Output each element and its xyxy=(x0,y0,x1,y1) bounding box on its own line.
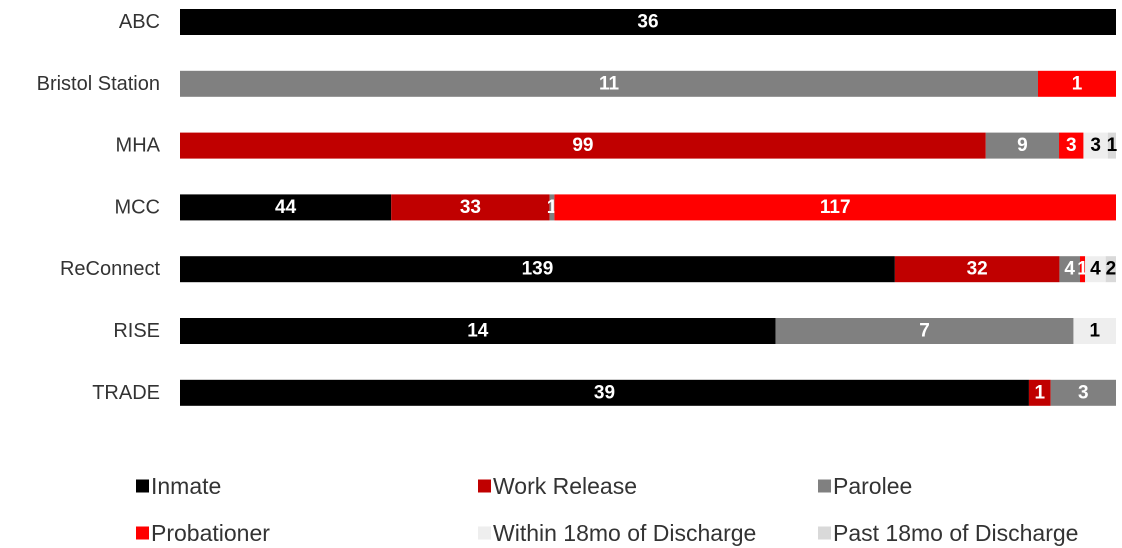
bar-within-18mo-of-discharge-reconnect xyxy=(1085,256,1106,283)
data-label-within-18mo-of-discharge-reconnect: 4 xyxy=(1090,259,1101,280)
data-label-past-18mo-of-discharge-reconnect: 2 xyxy=(1106,259,1117,280)
data-label-inmate-trade: 39 xyxy=(594,382,615,403)
bar-probationer-bristol-station xyxy=(1038,70,1116,97)
category-axis-labels: ABC Bristol Station MHA MCC ReConnect RISE TRA… xyxy=(37,11,161,404)
data-label-inmate-abc: 36 xyxy=(637,12,658,33)
bar-probationer-reconnect xyxy=(1080,256,1086,283)
legend-label-past-18mo-of-discharge: Past 18mo of Discharge xyxy=(833,520,1078,546)
data-label-probationer-mha: 3 xyxy=(1066,135,1077,156)
data-label-inmate-rise: 14 xyxy=(467,321,489,342)
data-label-probationer-bristol-station: 1 xyxy=(1072,73,1083,94)
data-label-parolee-trade: 3 xyxy=(1078,382,1089,403)
category-label-mha: MHA xyxy=(116,135,161,157)
data-label-parolee-mcc: 1 xyxy=(547,197,558,218)
category-label-bristol-station: Bristol Station xyxy=(37,73,160,95)
legend-label-inmate: Inmate xyxy=(151,473,221,499)
bar-parolee-reconnect xyxy=(1059,256,1080,283)
legend-label-probationer: Probationer xyxy=(151,520,270,546)
category-label-reconnect: ReConnect xyxy=(60,258,161,280)
category-label-trade: TRADE xyxy=(92,382,160,404)
legend-swatch-within-18mo-of-discharge xyxy=(478,526,491,540)
data-label-inmate-mcc: 44 xyxy=(275,197,297,218)
bar-work-release-mcc xyxy=(391,194,550,221)
legend-swatch-past-18mo-of-discharge xyxy=(818,526,831,540)
bar-past-18mo-of-discharge-reconnect xyxy=(1105,256,1116,283)
bar-past-18mo-of-discharge-mha xyxy=(1107,132,1116,159)
bar-work-release-trade xyxy=(1028,379,1051,406)
data-label-work-release-mha: 99 xyxy=(572,135,593,156)
bar-parolee-bristol-station xyxy=(180,70,1038,97)
data-label-work-release-mcc: 33 xyxy=(460,197,481,218)
category-label-abc: ABC xyxy=(119,11,160,33)
legend-swatch-inmate xyxy=(136,479,149,493)
data-label-parolee-rise: 7 xyxy=(919,321,930,342)
bar-inmate-abc xyxy=(180,9,1116,35)
legend-swatch-parolee xyxy=(818,479,831,493)
legend-label-within-18mo-of-discharge: Within 18mo of Discharge xyxy=(493,520,756,546)
bar-work-release-mha xyxy=(180,132,986,159)
bar-inmate-reconnect xyxy=(180,256,895,283)
category-label-rise: RISE xyxy=(113,320,160,342)
data-label-inmate-reconnect: 139 xyxy=(522,259,554,280)
bar-probationer-mcc xyxy=(554,194,1116,221)
bar-probationer-mha xyxy=(1059,132,1084,159)
bar-parolee-rise xyxy=(775,318,1074,344)
data-label-parolee-mha: 9 xyxy=(1017,135,1028,156)
bar-within-18mo-of-discharge-mha xyxy=(1083,132,1108,159)
bar-inmate-mcc xyxy=(180,194,392,221)
data-label-work-release-reconnect: 32 xyxy=(967,259,988,280)
bar-within-18mo-of-discharge-rise xyxy=(1073,318,1116,344)
data-label-work-release-trade: 1 xyxy=(1035,382,1046,403)
legend-swatch-probationer xyxy=(136,526,149,540)
bar-work-release-reconnect xyxy=(894,256,1060,283)
data-label-past-18mo-of-discharge-mha: 1 xyxy=(1107,135,1118,156)
category-label-mcc: MCC xyxy=(114,196,160,218)
legend: Inmate Work Release Parolee Probationer With… xyxy=(136,473,1078,546)
bar-inmate-trade xyxy=(180,379,1029,406)
data-label-within-18mo-of-discharge-rise: 1 xyxy=(1089,321,1100,342)
data-label-within-18mo-of-discharge-mha: 3 xyxy=(1090,135,1101,156)
bar-parolee-trade xyxy=(1050,379,1116,406)
bar-parolee-mha xyxy=(985,132,1060,159)
bar-inmate-rise xyxy=(180,318,776,344)
legend-label-work-release: Work Release xyxy=(493,473,637,499)
data-label-probationer-mcc: 117 xyxy=(820,197,851,218)
data-label-parolee-reconnect: 4 xyxy=(1064,259,1075,280)
data-label-probationer-reconnect: 1 xyxy=(1077,259,1088,280)
legend-swatch-work-release xyxy=(478,479,491,493)
legend-label-parolee: Parolee xyxy=(833,473,912,499)
data-label-parolee-bristol-station: 11 xyxy=(599,73,620,94)
bar-parolee-mcc xyxy=(549,194,555,221)
